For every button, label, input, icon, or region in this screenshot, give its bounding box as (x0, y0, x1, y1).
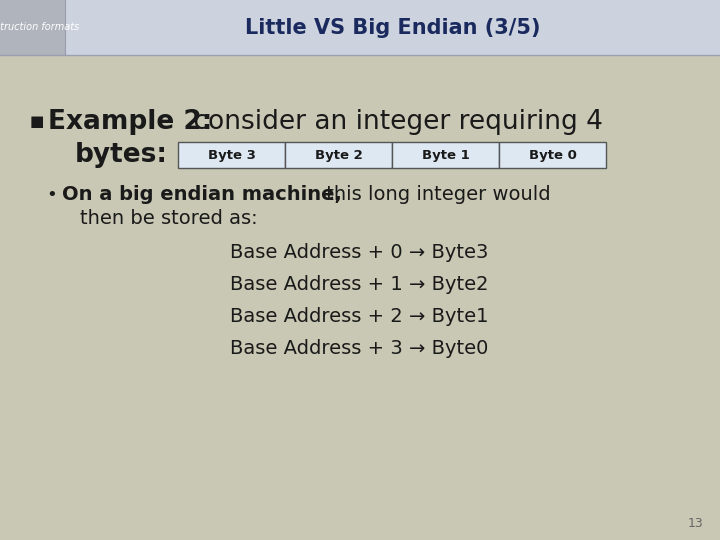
Bar (178, 142, 285, 168)
Text: Base Address + 3 → Byte0: Base Address + 3 → Byte0 (230, 340, 488, 359)
Text: 13: 13 (688, 517, 703, 530)
Text: Byte 3: Byte 3 (207, 148, 256, 161)
Text: bytes:: bytes: (75, 142, 168, 168)
Text: Byte 0: Byte 0 (528, 148, 577, 161)
Bar (285, 142, 392, 168)
Text: this long integer would: this long integer would (320, 186, 551, 205)
Text: Byte 1: Byte 1 (422, 148, 469, 161)
Text: Instruction formats: Instruction formats (0, 23, 79, 32)
Text: Little VS Big Endian (3/5): Little VS Big Endian (3/5) (245, 17, 540, 37)
Bar (392, 142, 499, 168)
Text: ■: ■ (30, 114, 45, 130)
Text: then be stored as:: then be stored as: (80, 208, 258, 227)
Text: •: • (47, 186, 58, 204)
Text: Byte 2: Byte 2 (315, 148, 362, 161)
Bar (65, 0, 720, 55)
Bar (499, 142, 606, 168)
Text: Base Address + 2 → Byte1: Base Address + 2 → Byte1 (230, 307, 488, 327)
Text: Base Address + 1 → Byte2: Base Address + 1 → Byte2 (230, 275, 488, 294)
Text: Example 2:: Example 2: (48, 109, 212, 135)
Bar (0, 0, 65, 55)
Text: consider an integer requiring 4: consider an integer requiring 4 (185, 109, 603, 135)
Bar (0, 55, 720, 540)
Text: On a big endian machine,: On a big endian machine, (62, 186, 342, 205)
Text: Base Address + 0 → Byte3: Base Address + 0 → Byte3 (230, 244, 488, 262)
